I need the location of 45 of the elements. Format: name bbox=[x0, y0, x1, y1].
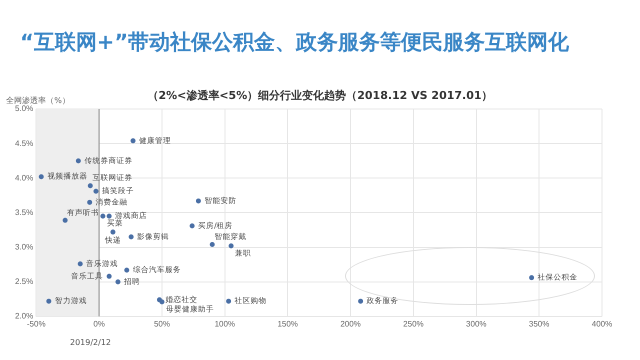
y-tick-label: 3.0% bbox=[15, 242, 34, 252]
y-tick-label: 4.5% bbox=[15, 138, 34, 148]
point bbox=[159, 299, 164, 304]
y-tick-label: 2.0% bbox=[15, 312, 34, 321]
y-tick-label: 4.0% bbox=[15, 173, 34, 182]
x-tick-label: 150% bbox=[277, 319, 298, 328]
x-tick-label: 100% bbox=[214, 319, 236, 328]
point bbox=[226, 298, 232, 304]
point bbox=[88, 183, 93, 188]
text: 2019/2/12 bbox=[70, 338, 112, 347]
y-axis-title: 全网渗透率（%） bbox=[6, 96, 70, 106]
point bbox=[87, 200, 92, 205]
point bbox=[115, 279, 120, 284]
point bbox=[190, 223, 195, 228]
y-tick-label: 2.5% bbox=[15, 277, 34, 286]
x-tick-label: 50% bbox=[154, 319, 170, 328]
point bbox=[106, 214, 112, 219]
x-tick-label: 300% bbox=[466, 319, 487, 328]
chart-title: “互联网+”带动社保公积金、政务服务等便民服务互联网化 bbox=[20, 29, 570, 56]
point bbox=[93, 188, 98, 194]
x-tick-label: 0% bbox=[93, 319, 105, 328]
x-tick-label: -50% bbox=[26, 319, 46, 328]
point bbox=[76, 158, 81, 164]
point bbox=[124, 268, 130, 273]
point bbox=[128, 234, 134, 240]
point bbox=[110, 230, 116, 235]
point bbox=[62, 218, 68, 223]
point bbox=[38, 174, 44, 180]
x-tick-label: 200% bbox=[340, 319, 361, 328]
point bbox=[100, 214, 106, 219]
point bbox=[196, 198, 201, 204]
y-tick-label: 3.5% bbox=[15, 208, 34, 217]
point bbox=[529, 275, 534, 280]
point bbox=[358, 298, 364, 304]
point bbox=[106, 274, 112, 279]
x-tick-label: 400% bbox=[592, 319, 612, 328]
point bbox=[78, 261, 83, 266]
point bbox=[46, 298, 52, 304]
point bbox=[210, 242, 215, 247]
x-tick-label: 250% bbox=[403, 319, 424, 328]
x-tick-label: 350% bbox=[528, 319, 550, 328]
y-tick-label: 5.0% bbox=[15, 104, 34, 114]
point bbox=[130, 138, 136, 144]
chart-subtitle: （2%<渗透率<5%）细分行业变化趋势（2018.12 VS 2017.01） bbox=[147, 89, 493, 102]
point bbox=[228, 243, 234, 248]
